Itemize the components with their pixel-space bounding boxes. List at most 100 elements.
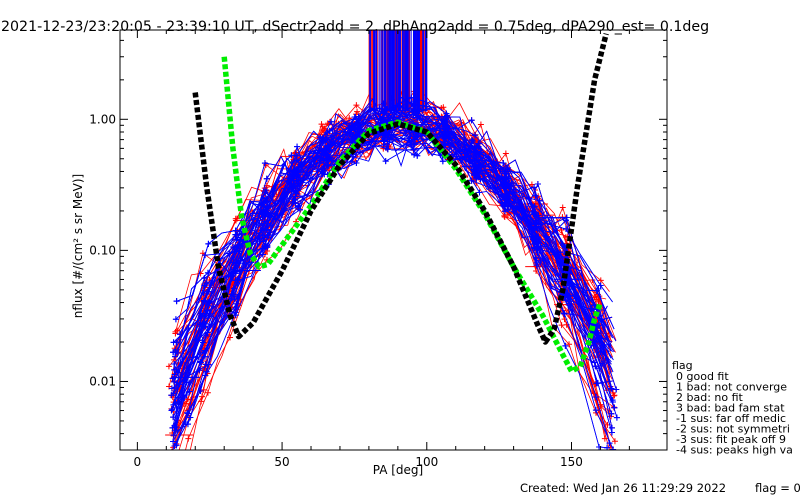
data-point-marker bbox=[171, 464, 177, 470]
legend-entry: 1 bad: not converge bbox=[676, 381, 787, 394]
data-point-marker bbox=[562, 217, 569, 224]
data-point-marker bbox=[595, 285, 602, 292]
data-point-marker bbox=[292, 187, 299, 194]
peak-spikes bbox=[372, 30, 406, 112]
data-point-marker bbox=[204, 389, 211, 396]
chart-title: 2021-12-23/23:20:05 - 23:39:10 UT, dSect… bbox=[1, 19, 709, 35]
data-point-marker bbox=[197, 310, 204, 317]
data-point-marker bbox=[261, 242, 268, 249]
data-point-marker bbox=[444, 125, 451, 132]
data-point-marker bbox=[262, 189, 269, 196]
data-point-marker bbox=[261, 160, 268, 167]
data-point-marker bbox=[533, 223, 540, 230]
data-point-marker bbox=[185, 435, 192, 442]
data-point-marker bbox=[183, 464, 189, 470]
data-point-marker bbox=[560, 310, 567, 317]
data-point-marker bbox=[295, 202, 302, 209]
data-point-marker bbox=[471, 132, 478, 139]
data-point-marker bbox=[414, 114, 421, 121]
data-point-marker bbox=[172, 353, 179, 360]
data-point-marker bbox=[292, 200, 299, 207]
x-tick-label: 100 bbox=[415, 455, 438, 469]
data-point-marker bbox=[167, 452, 173, 458]
created-footer: Created: Wed Jan 26 11:29:29 2022 bbox=[520, 481, 726, 495]
plot-frame bbox=[119, 29, 668, 451]
data-point-marker bbox=[436, 131, 443, 138]
data-point-marker bbox=[608, 429, 615, 436]
y-tick-label: 0.01 bbox=[89, 374, 116, 388]
data-point-marker bbox=[170, 432, 177, 439]
data-point-marker bbox=[351, 113, 358, 120]
data-point-marker bbox=[535, 212, 542, 219]
data-point-marker bbox=[382, 145, 389, 152]
data-point-marker bbox=[380, 100, 387, 107]
data-point-marker bbox=[591, 302, 598, 309]
data-point-marker bbox=[288, 152, 295, 159]
data-point-marker bbox=[505, 206, 512, 213]
data-point-marker bbox=[558, 322, 565, 329]
data-point-marker bbox=[532, 213, 539, 220]
data-point-marker bbox=[439, 158, 446, 165]
data-point-marker bbox=[499, 203, 506, 210]
data-point-marker bbox=[354, 108, 361, 115]
data-point-marker bbox=[597, 282, 604, 289]
data-point-marker bbox=[168, 407, 175, 414]
data-point-marker bbox=[322, 150, 329, 157]
data-point-marker bbox=[182, 419, 189, 426]
peak-spikes bbox=[399, 30, 406, 112]
data-point-marker bbox=[169, 424, 176, 431]
data-point-marker bbox=[408, 94, 415, 101]
data-point-marker bbox=[505, 175, 512, 182]
data-point-marker bbox=[197, 359, 204, 366]
data-point-marker bbox=[263, 175, 270, 182]
data-point-marker bbox=[235, 234, 242, 241]
data-point-marker bbox=[562, 342, 569, 349]
data-point-marker bbox=[412, 136, 419, 143]
data-point-marker bbox=[414, 152, 421, 159]
data-point-marker bbox=[408, 141, 415, 148]
data-point-marker bbox=[415, 108, 422, 115]
data-point-marker bbox=[596, 444, 603, 450]
data-point-marker bbox=[531, 210, 538, 217]
data-point-marker bbox=[296, 206, 303, 213]
data-point-marker bbox=[172, 316, 179, 323]
data-point-marker bbox=[168, 392, 175, 399]
data-point-marker bbox=[325, 155, 332, 162]
data-point-marker bbox=[533, 262, 540, 269]
legend-entry: 3 bad: bad fam stat bbox=[676, 402, 785, 415]
data-point-marker bbox=[558, 260, 565, 267]
data-point-marker bbox=[592, 381, 599, 388]
data-point-marker bbox=[536, 197, 543, 204]
data-point-marker bbox=[531, 203, 538, 210]
peak-spikes bbox=[402, 30, 408, 112]
data-point-marker bbox=[502, 168, 509, 175]
data-point-marker bbox=[325, 146, 332, 153]
data-point-marker bbox=[206, 323, 213, 330]
data-point-marker bbox=[471, 157, 478, 164]
x-axis-label: PA [deg] bbox=[373, 463, 423, 477]
data-point-marker bbox=[477, 121, 484, 128]
data-point-marker bbox=[262, 197, 269, 204]
data-point-marker bbox=[496, 174, 503, 181]
data-point-marker bbox=[328, 118, 335, 125]
peak-spikes bbox=[390, 30, 424, 112]
data-point-marker bbox=[532, 192, 539, 199]
data-point-marker bbox=[444, 112, 451, 119]
data-point-marker bbox=[322, 145, 329, 152]
data-point-marker bbox=[611, 438, 618, 445]
legend-entry: -4 sus: peaks high va bbox=[676, 444, 793, 457]
data-point-marker bbox=[532, 200, 539, 207]
data-point-marker bbox=[472, 170, 479, 177]
data-point-marker bbox=[205, 240, 212, 247]
data-point-marker bbox=[559, 267, 566, 274]
data-point-marker bbox=[499, 193, 506, 200]
data-point-marker bbox=[559, 204, 566, 211]
data-point-marker bbox=[382, 158, 389, 165]
data-point-marker bbox=[471, 166, 478, 173]
data-point-marker bbox=[326, 127, 333, 134]
data-point-marker bbox=[534, 181, 541, 188]
data-point-marker bbox=[203, 280, 210, 287]
x-tick-label: 150 bbox=[560, 455, 583, 469]
data-point-marker bbox=[594, 380, 601, 387]
